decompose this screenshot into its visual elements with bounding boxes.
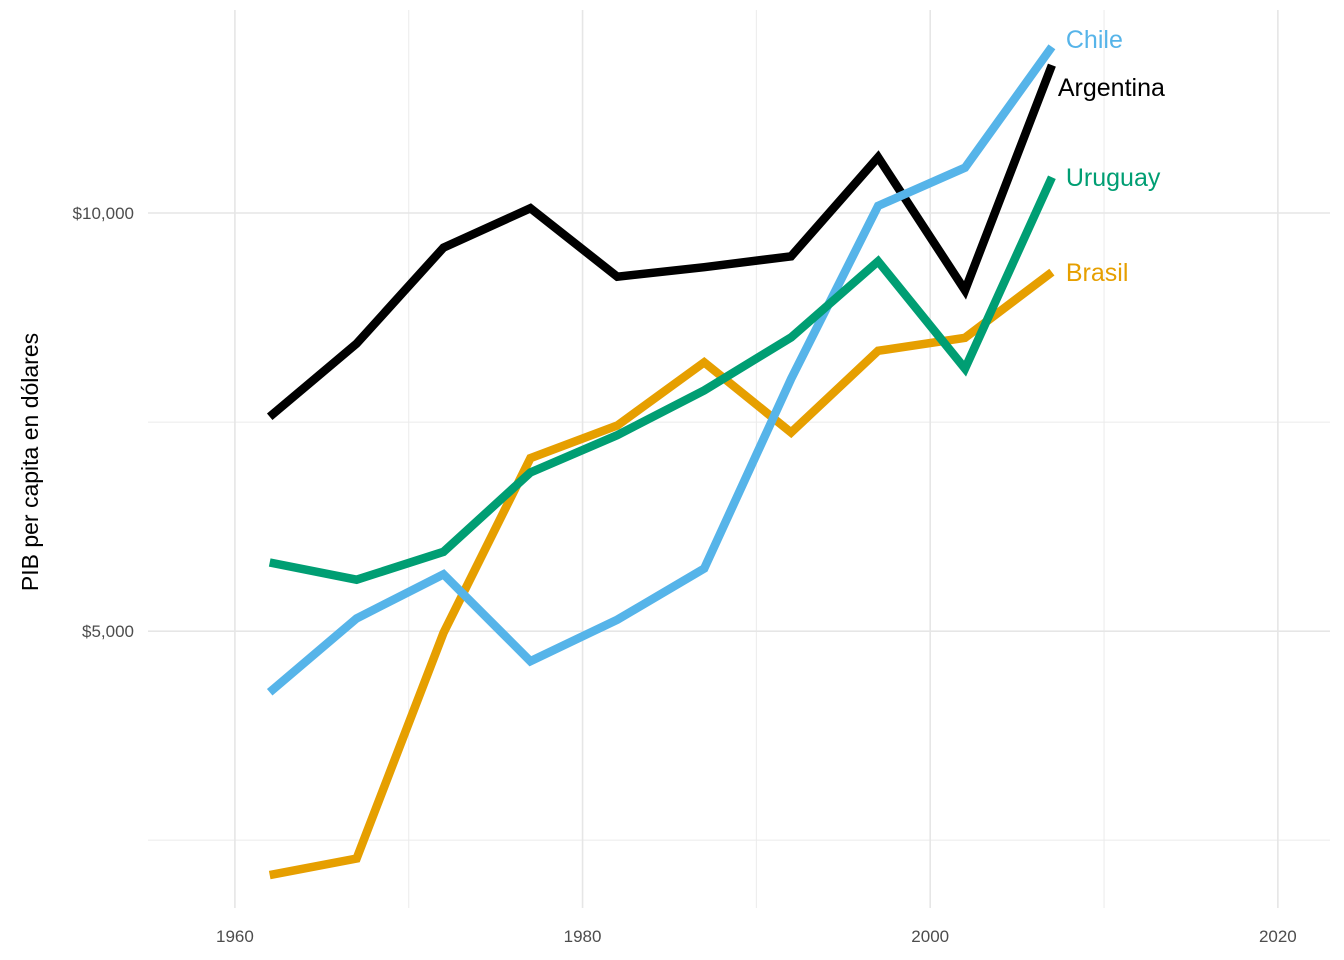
series-label-chile: Chile: [1066, 26, 1123, 54]
series-line-chile: [266, 44, 1056, 696]
x-tick-label: 1960: [216, 927, 254, 946]
y-axis-title: PIB per capita en dólares: [17, 333, 43, 591]
x-tick-label: 1980: [564, 927, 602, 946]
grid: [148, 10, 1330, 908]
y-tick-label: $10,000: [73, 204, 134, 223]
x-tick-label: 2000: [911, 927, 949, 946]
series-lines: [266, 44, 1056, 880]
series-line-uruguay: [268, 175, 1056, 585]
series-label-brasil: Brasil: [1066, 259, 1129, 287]
series-label-argentina: Argentina: [1058, 74, 1165, 102]
series-line-brasil: [268, 268, 1055, 880]
tick-labels: 1960 1980 2000 2020 $5,000 $10,000: [73, 204, 1297, 946]
series-labels: Argentina Brasil Chile Uruguay: [1058, 26, 1165, 287]
series-label-uruguay: Uruguay: [1066, 164, 1161, 192]
x-tick-label: 2020: [1259, 927, 1297, 946]
y-tick-label: $5,000: [82, 622, 134, 641]
series-line-argentina: [266, 63, 1056, 421]
